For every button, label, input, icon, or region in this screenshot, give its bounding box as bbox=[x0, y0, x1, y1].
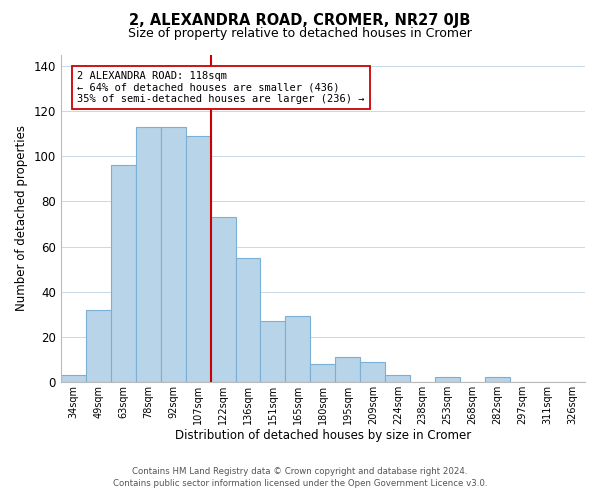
Bar bbox=[335, 357, 361, 382]
X-axis label: Distribution of detached houses by size in Cromer: Distribution of detached houses by size … bbox=[175, 430, 471, 442]
Bar bbox=[236, 258, 260, 382]
Bar bbox=[435, 378, 460, 382]
Bar bbox=[361, 362, 385, 382]
Bar bbox=[211, 218, 236, 382]
Text: Size of property relative to detached houses in Cromer: Size of property relative to detached ho… bbox=[128, 28, 472, 40]
Bar bbox=[385, 375, 410, 382]
Bar bbox=[61, 375, 86, 382]
Text: 2 ALEXANDRA ROAD: 118sqm
← 64% of detached houses are smaller (436)
35% of semi-: 2 ALEXANDRA ROAD: 118sqm ← 64% of detach… bbox=[77, 71, 365, 104]
Bar bbox=[286, 316, 310, 382]
Bar bbox=[86, 310, 111, 382]
Bar bbox=[111, 166, 136, 382]
Bar bbox=[485, 378, 510, 382]
Bar bbox=[136, 127, 161, 382]
Text: Contains HM Land Registry data © Crown copyright and database right 2024.: Contains HM Land Registry data © Crown c… bbox=[132, 467, 468, 476]
Bar bbox=[185, 136, 211, 382]
Bar bbox=[310, 364, 335, 382]
Bar bbox=[260, 321, 286, 382]
Text: 2, ALEXANDRA ROAD, CROMER, NR27 0JB: 2, ALEXANDRA ROAD, CROMER, NR27 0JB bbox=[130, 12, 470, 28]
Text: Contains public sector information licensed under the Open Government Licence v3: Contains public sector information licen… bbox=[113, 478, 487, 488]
Bar bbox=[161, 127, 185, 382]
Y-axis label: Number of detached properties: Number of detached properties bbox=[15, 126, 28, 312]
